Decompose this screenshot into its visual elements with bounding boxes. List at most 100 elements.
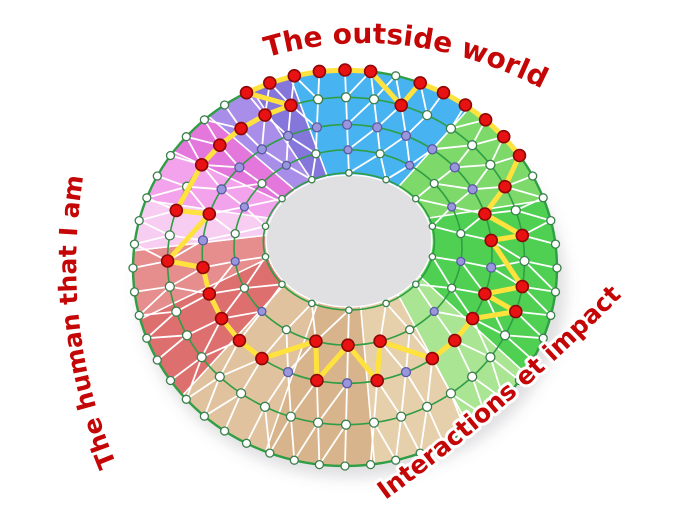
purple-node xyxy=(341,378,353,389)
spoke-line xyxy=(245,406,266,444)
purple-node xyxy=(456,256,466,267)
spoke-line xyxy=(489,356,505,400)
red-node xyxy=(255,351,269,366)
white-node xyxy=(528,355,538,365)
spoke-line xyxy=(432,225,462,235)
spoke-line xyxy=(244,283,283,289)
spoke-line xyxy=(400,372,407,417)
spoke-line xyxy=(185,375,221,401)
white-node xyxy=(311,149,321,159)
spoke-line xyxy=(134,234,171,245)
spoke-line xyxy=(287,372,292,417)
spoke-line xyxy=(460,260,492,269)
white-node xyxy=(259,401,271,412)
red-node xyxy=(465,311,480,326)
spoke-line xyxy=(244,197,283,208)
white-node xyxy=(129,287,140,297)
spoke-line xyxy=(426,358,434,407)
red-node xyxy=(194,158,209,172)
red-node xyxy=(515,228,530,243)
spoke-line xyxy=(426,406,445,444)
spoke-line xyxy=(146,310,177,339)
white-node xyxy=(307,299,316,308)
white-node xyxy=(142,193,152,203)
white-node xyxy=(428,252,437,261)
spoke-line xyxy=(344,424,347,467)
spoke-line xyxy=(471,318,492,358)
red-node xyxy=(312,64,327,79)
purple-node xyxy=(405,160,415,170)
white-node xyxy=(467,371,478,382)
white-node xyxy=(421,401,433,412)
white-node xyxy=(312,94,324,105)
white-node xyxy=(199,411,210,421)
spoke-line xyxy=(146,185,188,199)
purple-node xyxy=(400,130,412,141)
label-human-that-i-am-text: The human that I am xyxy=(50,170,125,476)
red-node xyxy=(436,85,451,100)
red-node xyxy=(310,373,324,388)
spoke-line xyxy=(287,135,317,155)
spoke-line xyxy=(450,392,487,417)
red-node xyxy=(496,129,511,144)
spoke-line xyxy=(454,163,491,169)
purple-node xyxy=(372,122,383,133)
spoke-line xyxy=(400,416,421,454)
purple-node xyxy=(282,366,294,378)
white-node xyxy=(181,394,191,404)
spoke-line xyxy=(202,232,236,242)
spoke-line xyxy=(243,206,267,227)
purple-node xyxy=(257,306,267,317)
spoke-line xyxy=(373,380,379,423)
red-node xyxy=(394,98,409,113)
spoke-line xyxy=(345,383,348,425)
white-node xyxy=(382,299,390,308)
white-node xyxy=(307,175,316,184)
spoke-line xyxy=(471,376,487,417)
white-node xyxy=(510,205,521,216)
red-node xyxy=(262,76,277,90)
white-node xyxy=(405,325,415,335)
spoke-line xyxy=(287,340,317,373)
red-node xyxy=(370,373,385,388)
spoke-line xyxy=(219,357,263,378)
white-node xyxy=(164,230,175,241)
white-node xyxy=(230,228,240,239)
spoke-line xyxy=(415,197,452,208)
purple-node xyxy=(447,202,457,212)
purple-node xyxy=(256,144,268,155)
white-node xyxy=(199,115,210,125)
white-node xyxy=(456,228,466,239)
white-node xyxy=(281,325,292,335)
spoke-line xyxy=(138,219,171,237)
spoke-line xyxy=(221,182,263,191)
white-node xyxy=(340,461,350,471)
purple-node xyxy=(449,162,460,173)
red-node xyxy=(160,254,175,268)
purple-node xyxy=(230,256,240,267)
spoke-line xyxy=(369,422,375,465)
white-node xyxy=(345,169,353,177)
purple-node xyxy=(427,144,438,155)
white-node xyxy=(519,255,530,267)
red-node xyxy=(214,311,229,326)
red-node xyxy=(309,334,323,349)
spoke-line xyxy=(290,416,296,461)
purple-node xyxy=(216,184,227,195)
purple-node xyxy=(486,262,497,273)
white-node xyxy=(241,438,252,448)
white-node xyxy=(128,263,138,273)
spoke-line xyxy=(450,393,467,432)
spoke-line xyxy=(346,98,375,126)
spoke-line xyxy=(223,393,242,432)
spoke-line xyxy=(317,382,348,424)
white-node xyxy=(528,171,538,181)
spoke-line xyxy=(290,379,318,418)
spoke-line xyxy=(156,334,188,361)
red-node xyxy=(478,287,492,301)
red-node xyxy=(202,287,217,301)
white-node xyxy=(265,448,275,458)
spoke-line xyxy=(146,334,188,340)
red-node xyxy=(287,69,302,83)
